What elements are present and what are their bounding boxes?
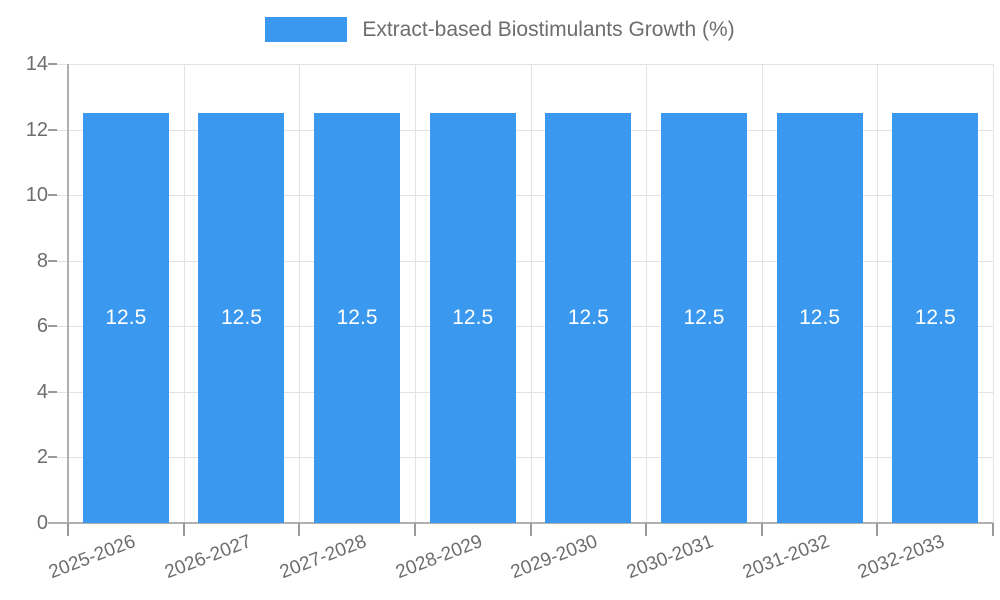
x-tick [760,523,763,536]
x-tick-label: 2029-2030 [373,531,600,583]
y-grid-line [57,64,993,65]
x-grid-line [414,64,416,523]
y-grid-line [57,326,993,328]
y-grid-line [57,260,993,262]
x-grid-line [877,64,879,523]
bar-value-label: 12.5 [221,306,262,330]
y-tick [48,456,57,459]
y-tick-label: 10 [25,184,48,207]
x-tick-label-text: 2029-2030 [508,531,601,584]
x-tick-label: 2030-2031 [489,531,716,583]
x-tick-label: 2031-2032 [605,531,832,583]
bar[interactable]: 12.5 [776,113,863,523]
bar[interactable]: 12.5 [198,113,285,523]
y-tick-label: 2 [36,446,48,469]
bar-value-label: 12.5 [799,306,840,330]
x-tick-label-text: 2027-2028 [277,531,370,584]
x-grid-line [993,64,994,523]
x-tick [298,523,301,536]
x-tick-label-text: 2025-2026 [45,531,139,584]
x-tick-label-text: 2028-2029 [392,531,486,584]
y-tick [48,325,57,328]
chart-legend[interactable]: Extract-based Biostimulants Growth (%) [0,17,1000,42]
legend-swatch [265,17,348,42]
x-tick-label-text: 2030-2031 [624,531,717,584]
y-axis-line [67,64,69,524]
y-tick [48,390,57,393]
bar[interactable]: 12.5 [82,113,169,523]
y-grid-line [57,129,993,131]
y-tick-label: 0 [36,512,48,534]
y-tick [48,259,57,262]
bar[interactable]: 12.5 [545,113,632,523]
x-grid-line [183,64,185,523]
bar-value-label: 12.5 [914,306,956,330]
y-tick-label: 12 [25,118,48,141]
x-tick [182,523,185,536]
x-tick-label: 2026-2027 [26,531,254,583]
x-tick [67,523,69,536]
bar-value-label: 12.5 [567,306,609,330]
bar-value-label: 12.5 [336,306,378,330]
y-tick-label: 14 [25,53,48,75]
x-tick-label-text: 2032-2033 [855,531,948,584]
x-tick-label: 2025-2026 [0,531,138,583]
bar-value-label: 12.5 [452,306,494,330]
y-tick-label: 6 [36,315,48,338]
bar[interactable]: 12.5 [660,113,747,523]
bar[interactable]: 12.5 [892,113,979,523]
bar[interactable]: 12.5 [314,113,401,523]
x-tick [992,523,994,536]
bar-value-label: 12.5 [105,306,147,330]
x-tick [876,523,879,536]
x-grid-line [530,64,532,523]
legend-label: Extract-based Biostimulants Growth (%) [362,17,735,41]
y-tick [48,194,57,197]
y-grid-line [57,457,993,459]
y-tick-label: 4 [36,380,48,403]
x-axis-line [48,522,993,524]
x-tick [413,523,416,536]
y-grid-line [57,391,993,393]
x-tick-label: 2028-2029 [258,531,485,583]
y-tick-label: 8 [36,249,48,272]
y-tick [48,128,57,131]
x-tick [645,523,648,536]
x-tick-label: 2027-2028 [142,531,369,583]
x-tick-label-text: 2031-2032 [739,531,833,584]
x-grid-line [646,64,648,523]
y-grid-line [57,195,993,197]
x-tick [529,523,532,536]
x-tick-label: 2032-2033 [720,531,947,583]
bar-value-label: 12.5 [683,306,725,330]
x-grid-line [299,64,301,523]
x-tick-label-text: 2026-2027 [161,531,254,584]
bar[interactable]: 12.5 [429,113,516,523]
x-grid-line [761,64,763,523]
y-tick [48,63,57,65]
